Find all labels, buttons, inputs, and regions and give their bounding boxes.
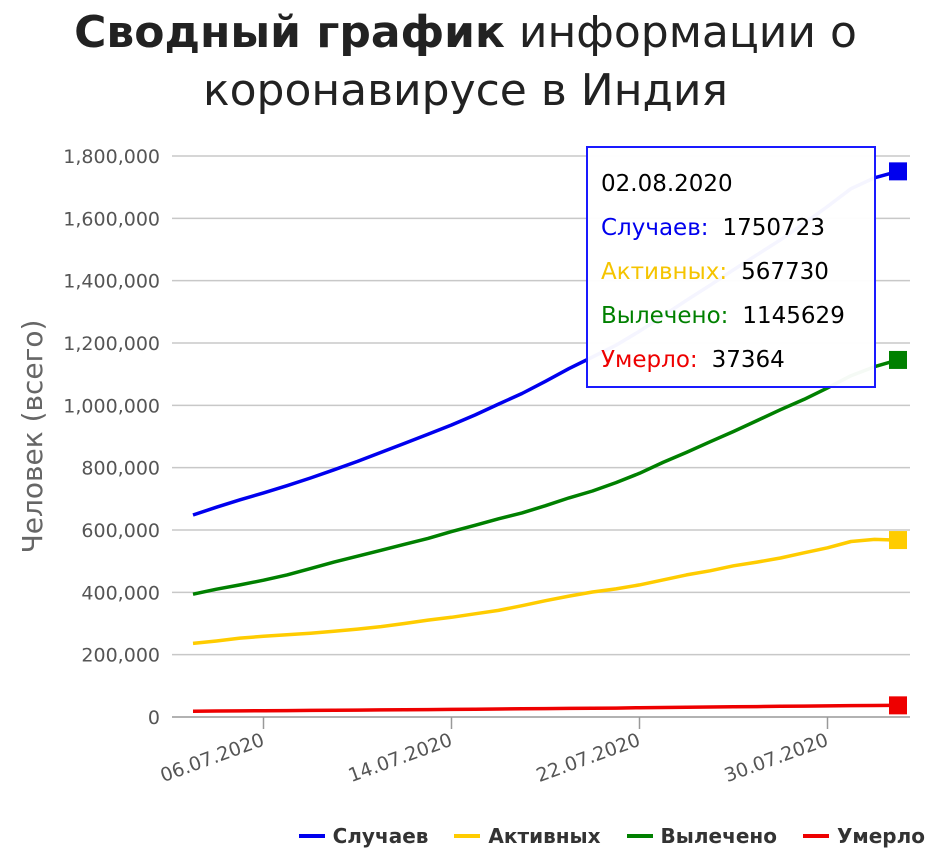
series-line-2	[192, 358, 899, 596]
legend-item-active[interactable]: Активных	[454, 824, 601, 848]
x-tick-label: 30.07.2020	[721, 729, 831, 787]
legend-swatch-cases	[298, 834, 325, 838]
y-tick-label: 1,000,000	[63, 395, 160, 417]
tooltip-row-active: Активных: 567730	[601, 250, 874, 294]
legend-swatch-deaths	[802, 834, 829, 838]
y-axis-label: Человек (всего)	[16, 320, 49, 554]
series-end-marker-3	[889, 696, 907, 715]
legend-swatch-active	[454, 834, 481, 838]
hover-tooltip: 02.08.2020 Случаев: 1750723 Активных: 5677…	[586, 146, 876, 388]
series-end-marker-2	[889, 350, 907, 369]
tooltip-row-deaths: Умерло: 37364	[601, 338, 874, 382]
chart-title-line2: коронавирусе в Индия	[203, 65, 728, 116]
tooltip-date: 02.08.2020	[601, 171, 733, 197]
chart-title-bold: Сводный график	[74, 7, 505, 58]
y-tick-label: 1,800,000	[63, 146, 160, 168]
x-tick-label: 22.07.2020	[533, 729, 643, 787]
x-tick-label: 06.07.2020	[157, 729, 267, 787]
tooltip-row-recovered: Вылечено: 1145629	[601, 294, 874, 338]
y-tick-label: 0	[148, 707, 160, 729]
x-tick-label: 14.07.2020	[345, 729, 455, 787]
series-line-1	[192, 537, 899, 646]
legend-label-active: Активных	[488, 824, 601, 848]
y-tick-label: 600,000	[81, 520, 160, 542]
y-tick-label: 1,600,000	[63, 208, 160, 230]
tooltip-row-cases: Случаев: 1750723	[601, 206, 874, 250]
series-line-3	[192, 703, 899, 713]
tooltip-value-cases: 1750723	[722, 215, 825, 241]
chart-legend: Случаев Активных Вылечено Умерло	[298, 824, 925, 848]
tooltip-label-recovered: Вылечено:	[601, 303, 729, 329]
legend-label-recovered: Вылечено	[660, 824, 777, 848]
chart-title-rest: информации о	[518, 7, 857, 58]
y-tick-label: 200,000	[81, 645, 160, 667]
legend-label-cases: Случаев	[332, 824, 429, 848]
tooltip-value-deaths: 37364	[711, 347, 785, 373]
tooltip-value-recovered: 1145629	[742, 303, 845, 329]
series-end-marker-1	[889, 531, 907, 550]
y-tick-label: 1,400,000	[63, 271, 160, 293]
series-end-marker-0	[889, 162, 907, 181]
y-tick-label: 400,000	[81, 582, 160, 604]
legend-swatch-recovered	[626, 834, 653, 838]
legend-item-cases[interactable]: Случаев	[298, 824, 429, 848]
legend-label-deaths: Умерло	[836, 824, 925, 848]
legend-item-deaths[interactable]: Умерло	[802, 824, 925, 848]
tooltip-label-cases: Случаев:	[601, 215, 709, 241]
tooltip-label-active: Активных:	[601, 259, 728, 285]
y-tick-label: 800,000	[81, 458, 160, 480]
tooltip-value-active: 567730	[741, 259, 829, 285]
tooltip-label-deaths: Умерло:	[601, 347, 698, 373]
y-tick-label: 1,200,000	[63, 333, 160, 355]
legend-item-recovered[interactable]: Вылечено	[626, 824, 777, 848]
chart-title: Сводный график информации о коронавирусе…	[0, 4, 931, 120]
